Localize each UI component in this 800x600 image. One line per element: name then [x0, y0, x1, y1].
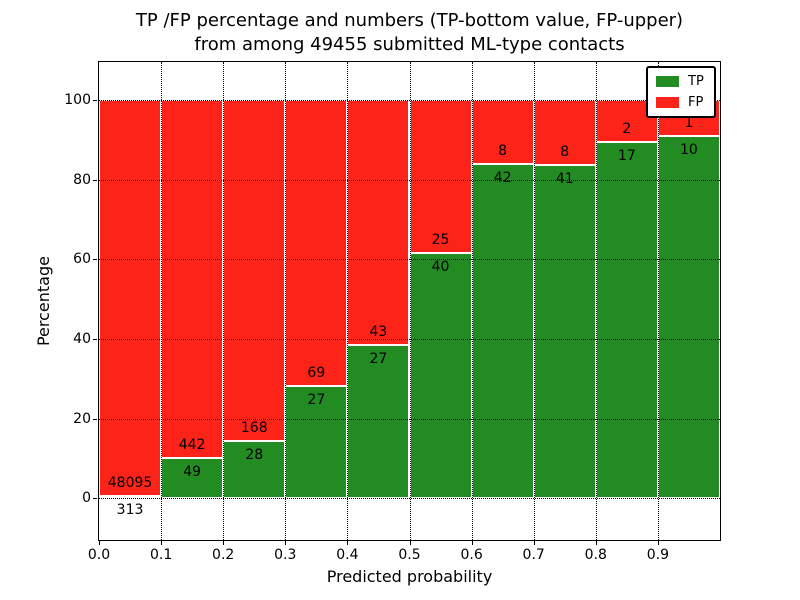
x-tick-mark [223, 541, 225, 545]
tp-count-label: 10 [680, 142, 698, 159]
y-tick-label: 80 [73, 171, 91, 188]
bar-segment-tp [161, 458, 224, 499]
legend-entry: TP [648, 71, 714, 92]
x-tick-label: 0.4 [336, 547, 359, 563]
bar-segment-fp [347, 99, 410, 345]
tp-count-label: 41 [555, 170, 574, 187]
fp-count-label: 8 [498, 142, 508, 159]
legend: TP FP [646, 66, 716, 118]
y-tick-mark [93, 498, 97, 500]
x-tick-mark [347, 541, 349, 545]
fp-count-label: 2 [622, 120, 632, 137]
gridline-vertical [533, 62, 535, 540]
x-tick-mark [161, 541, 163, 545]
x-tick-label: 0.6 [460, 547, 483, 563]
x-tick-mark [99, 541, 100, 545]
x-tick-mark [409, 541, 411, 545]
x-tick-label: 0.0 [87, 547, 111, 563]
legend-label: FP [688, 95, 704, 110]
y-tick-mark [93, 259, 97, 261]
gridline-horizontal [99, 179, 720, 181]
gridline-vertical [409, 62, 411, 540]
tp-count-label: 49 [183, 464, 202, 481]
chart-title-line: from among 49455 submitted ML-type conta… [194, 34, 625, 55]
y-tick-mark [93, 338, 97, 340]
x-tick-label: 0.9 [646, 547, 670, 563]
fp-count-label: 48095 [107, 474, 153, 491]
gridline-horizontal [99, 418, 720, 420]
fp-count-label: 168 [240, 420, 268, 437]
y-axis-label: Percentage [34, 256, 53, 347]
gridline-horizontal [99, 338, 720, 340]
gridline-horizontal [99, 498, 720, 500]
tp-count-label: 17 [617, 147, 636, 164]
y-tick-label: 0 [82, 490, 91, 507]
y-tick-mark [93, 99, 97, 101]
gridline-horizontal [99, 259, 720, 261]
fp-count-label: 1 [684, 115, 694, 132]
y-tick-label: 40 [73, 330, 91, 347]
bar-segment-fp [99, 99, 162, 496]
bar-segment-tp [285, 386, 348, 499]
fp-count-label: 69 [307, 365, 326, 382]
fp-count-label: 442 [178, 437, 206, 454]
gridline-vertical [347, 62, 349, 540]
tp-count-label: 28 [245, 447, 264, 464]
x-axis-label: Predicted probability [326, 567, 493, 586]
legend-label: TP [688, 74, 704, 89]
plot-area: TP FP 48095 313 442 49 168 28 69 27 43 27 25 40 8 42 8 4… [98, 61, 721, 541]
tp-count-label: 27 [369, 350, 388, 367]
bar-segment-tp [657, 136, 720, 499]
x-tick-mark [595, 541, 597, 545]
fp-count-label: 43 [369, 323, 388, 340]
chart-title: TP /FP percentage and numbers (TP-bottom… [99, 9, 720, 57]
x-tick-mark [533, 541, 535, 545]
bar-segment-tp [595, 141, 658, 499]
x-tick-mark [471, 541, 473, 545]
bar-segment-tp [99, 495, 162, 499]
tp-count-label: 40 [431, 259, 450, 276]
gridline-vertical [595, 62, 597, 540]
x-tick-label: 0.1 [149, 547, 173, 563]
gridline-vertical [657, 62, 659, 540]
x-tick-mark [285, 541, 287, 545]
bar-segment-tp [409, 253, 472, 499]
legend-swatch-icon [656, 97, 679, 108]
x-tick-label: 0.7 [522, 547, 545, 563]
tp-count-label: 27 [307, 392, 326, 409]
gridline-vertical [161, 62, 163, 540]
x-tick-label: 0.8 [584, 547, 607, 563]
x-tick-label: 0.2 [212, 547, 235, 563]
fp-count-label: 8 [560, 143, 570, 160]
y-tick-label: 60 [73, 251, 91, 268]
bar-segment-fp [471, 99, 534, 164]
gridline-vertical [223, 62, 225, 540]
y-tick-label: 20 [73, 410, 91, 427]
bar-segment-tp [347, 344, 410, 499]
x-tick-mark [657, 541, 659, 545]
bar-segment-tp [471, 163, 534, 499]
y-tick-label: 100 [64, 91, 91, 108]
bar-segment-fp [223, 99, 286, 442]
bar-segment-fp [161, 99, 224, 459]
bar-segment-fp [285, 99, 348, 387]
bar-segment-fp [409, 99, 472, 254]
gridline-vertical [285, 62, 287, 540]
fp-count-label: 25 [431, 232, 450, 249]
tp-count-label: 313 [116, 501, 144, 518]
legend-entry: FP [648, 92, 714, 113]
gridline-vertical [471, 62, 473, 540]
x-tick-label: 0.3 [274, 547, 297, 563]
x-tick-label: 0.5 [398, 547, 421, 563]
gridline-horizontal [99, 99, 720, 101]
tp-count-label: 42 [493, 169, 512, 186]
y-tick-mark [93, 418, 97, 420]
bar-segment-tp [533, 164, 596, 499]
chart-title-line: TP /FP percentage and numbers (TP-bottom… [135, 10, 684, 31]
y-tick-mark [93, 179, 97, 181]
legend-swatch-icon [656, 76, 679, 87]
